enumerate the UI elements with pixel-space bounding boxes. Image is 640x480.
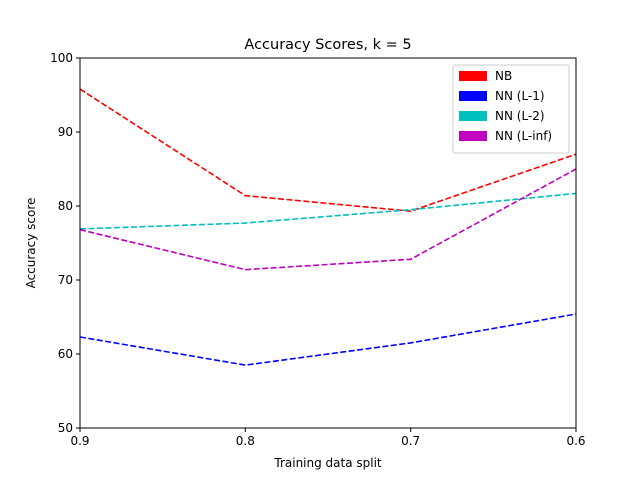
legend-swatch (459, 71, 487, 81)
legend-label: NN (L-inf) (495, 129, 552, 143)
y-tick-label: 70 (58, 273, 73, 287)
series-line-4 (79, 168, 577, 271)
legend-label: NN (L-1) (495, 89, 545, 103)
y-tick-label: 60 (58, 347, 73, 361)
plot-frame (79, 57, 577, 429)
x-tick-label: 0.9 (70, 434, 89, 448)
series-line-3 (79, 192, 577, 230)
y-tick-label: 100 (50, 51, 73, 65)
legend-label: NN (L-2) (495, 109, 545, 123)
y-tick-label: 80 (58, 199, 73, 213)
x-tick-label: 0.7 (401, 434, 420, 448)
x-tick-label: 0.6 (566, 434, 585, 448)
series-line-2 (79, 313, 577, 366)
y-tick-label: 90 (58, 125, 73, 139)
x-axis: 0.9 0.8 0.7 0.6 (70, 428, 586, 448)
series-line-1 (79, 88, 577, 212)
y-axis: 50 60 70 80 90 100 (50, 51, 80, 435)
x-tick-label: 0.8 (236, 434, 255, 448)
x-axis-label: Training data split (273, 456, 382, 470)
legend-swatch (459, 91, 487, 101)
legend-swatch (459, 131, 487, 141)
legend-swatch (459, 111, 487, 121)
legend-label: NB (495, 69, 512, 83)
series-lines (79, 88, 577, 366)
y-axis-label: Accuracy score (24, 198, 38, 289)
y-tick-label: 50 (58, 421, 73, 435)
chart-title: Accuracy Scores, k = 5 (244, 37, 411, 53)
legend: NB NN (L-1) NN (L-2) NN (L-inf) (452, 64, 570, 154)
